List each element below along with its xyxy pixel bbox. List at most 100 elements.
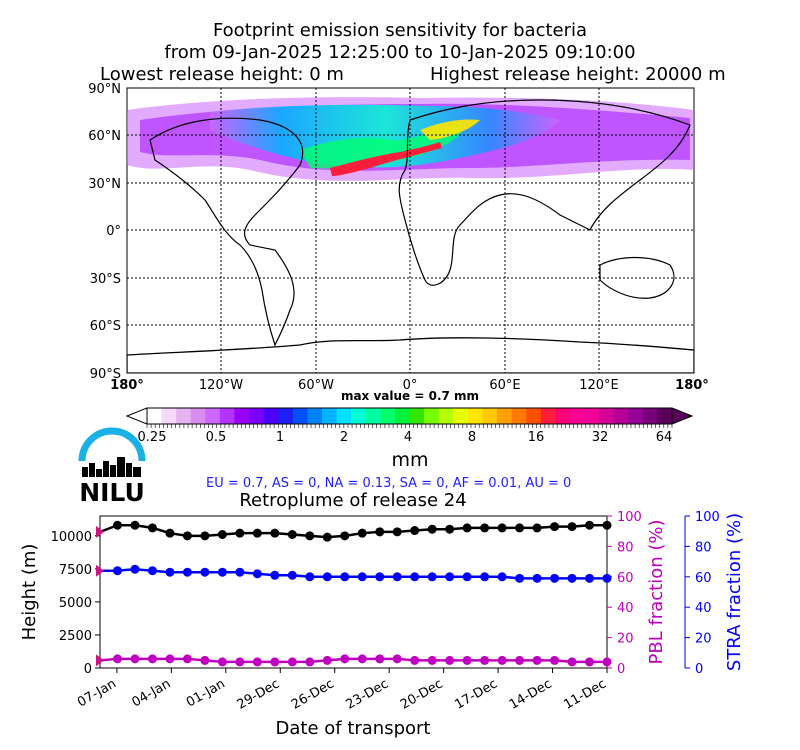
series-point-height [410, 526, 420, 536]
colorbar-tick-label: 8 [468, 430, 476, 445]
series-point-height [585, 520, 595, 530]
title-line-2: from 09-Jan-2025 12:25:00 to 10-Jan-2025… [164, 42, 636, 63]
lat-label: 60°N [88, 129, 121, 144]
series-point-stra [305, 572, 315, 582]
title-line-1: Footprint emission sensitivity for bacte… [212, 20, 588, 41]
colorbar-segment [147, 408, 163, 424]
series-point-pbl [480, 655, 490, 665]
stra-axis-ticks: 0 20 40 60 80 100 [685, 510, 720, 677]
series-point-pbl [497, 655, 507, 665]
series-point-height [322, 532, 332, 542]
plume-green [300, 125, 462, 169]
colorbar-tick-labels: 0.25 0.5 1 2 4 8 16 32 64 [138, 430, 673, 445]
series-point-stra [235, 567, 245, 577]
lat-label: 30°N [88, 177, 121, 192]
lon-label: 180° [675, 378, 709, 393]
colorbar-segment [278, 408, 294, 424]
colorbar-segment [628, 408, 644, 424]
pbl-tick-label: 80 [617, 540, 634, 555]
series-point-stra [182, 567, 192, 577]
colorbar-segment [249, 408, 265, 424]
stra-tick-label: 40 [695, 601, 712, 616]
x-axis-label: Date of transport [276, 718, 431, 739]
colorbar-segment [190, 408, 206, 424]
series-point-height [427, 524, 437, 534]
series-point-height [375, 527, 385, 537]
series-point-stra [165, 567, 175, 577]
series-point-height [445, 524, 455, 534]
lat-label: 90°N [88, 82, 121, 97]
series-point-stra [147, 566, 157, 576]
americas-coast [149, 117, 304, 347]
colorbar-tick-label: 32 [592, 430, 609, 445]
colorbar-segment [336, 408, 352, 424]
colorbar-high-arrow [671, 407, 694, 425]
colorbar-segment [642, 408, 658, 424]
series-point-stra [392, 572, 402, 582]
series-point-height [217, 530, 227, 540]
series-point-pbl [427, 655, 437, 665]
x-tick-label: 29-Dec [235, 676, 283, 712]
colorbar-segment [613, 408, 629, 424]
series-point-pbl [270, 657, 280, 667]
series-point-stra [550, 573, 560, 583]
series-point-pbl [252, 657, 262, 667]
series-point-pbl [392, 654, 402, 664]
x-tick-label: 11-Dec [561, 676, 609, 712]
series-point-height [550, 522, 560, 532]
logo-arc [78, 427, 146, 462]
lon-label: 0° [403, 378, 418, 393]
colorbar-segment [380, 408, 396, 424]
lon-label: 60°E [489, 378, 520, 393]
series-point-stra [567, 573, 577, 583]
logo-skyline [82, 457, 141, 477]
series-point-height [340, 531, 350, 541]
series-point-stra [480, 572, 490, 582]
colorbar-segment [453, 408, 469, 424]
series-start-marker-pbl [96, 654, 104, 667]
colorbar-tick-label: 0.25 [138, 430, 167, 445]
title-lowest-height: Lowest release height: 0 m [100, 64, 344, 85]
colorbar-segment [584, 408, 600, 424]
series-point-height [567, 522, 577, 532]
height-tick-label: 10000 [51, 530, 92, 545]
retroplume-chart: Retroplume of release 24 0 2500 5000 7500 10… [19, 490, 745, 739]
series-point-pbl [462, 655, 472, 665]
series-point-stra [410, 572, 420, 582]
series-point-height [270, 528, 280, 538]
x-axis-ticks: 07-Jan 04-Jan 01-Jan 29-Dec 26-Dec 23-Dec 20-D… [75, 668, 609, 713]
colorbar-segment [569, 408, 585, 424]
series-point-stra [217, 567, 227, 577]
australia-coast [599, 256, 675, 299]
series-point-pbl [410, 655, 420, 665]
series-point-stra [340, 572, 350, 582]
map-gridlines [127, 88, 694, 373]
series-point-stra [515, 573, 525, 583]
series-point-pbl [445, 655, 455, 665]
pbl-tick-label: 60 [617, 571, 634, 586]
colorbar-segment [540, 408, 556, 424]
series-start-marker-height [96, 525, 104, 538]
colorbar-segment [424, 408, 440, 424]
series-point-pbl [375, 654, 385, 664]
x-tick-label: 17-Dec [452, 676, 500, 712]
series-point-height [235, 528, 245, 538]
series-point-stra [130, 564, 140, 574]
series-point-pbl [182, 654, 192, 664]
colorbar-segment [599, 408, 615, 424]
colorbar-segment [176, 408, 192, 424]
x-tick-label: 07-Jan [75, 676, 119, 710]
series-point-height [532, 523, 542, 533]
colorbar-segment [351, 408, 367, 424]
series-point-height [602, 520, 612, 530]
colorbar-segment [482, 408, 498, 424]
map-figure: 90°N 60°N 30°N 0° 30°S 60°S 90°S 180° 12… [88, 82, 709, 400]
series-point-stra [287, 570, 297, 580]
stra-tick-label: 60 [695, 571, 712, 586]
series-start-marker-stra [96, 564, 104, 577]
series-point-pbl [217, 657, 227, 667]
eurasia-africa-coast [398, 99, 691, 286]
series-point-pbl [200, 655, 210, 665]
x-tick-label: 01-Jan [184, 676, 228, 710]
stra-tick-label: 20 [695, 632, 712, 647]
